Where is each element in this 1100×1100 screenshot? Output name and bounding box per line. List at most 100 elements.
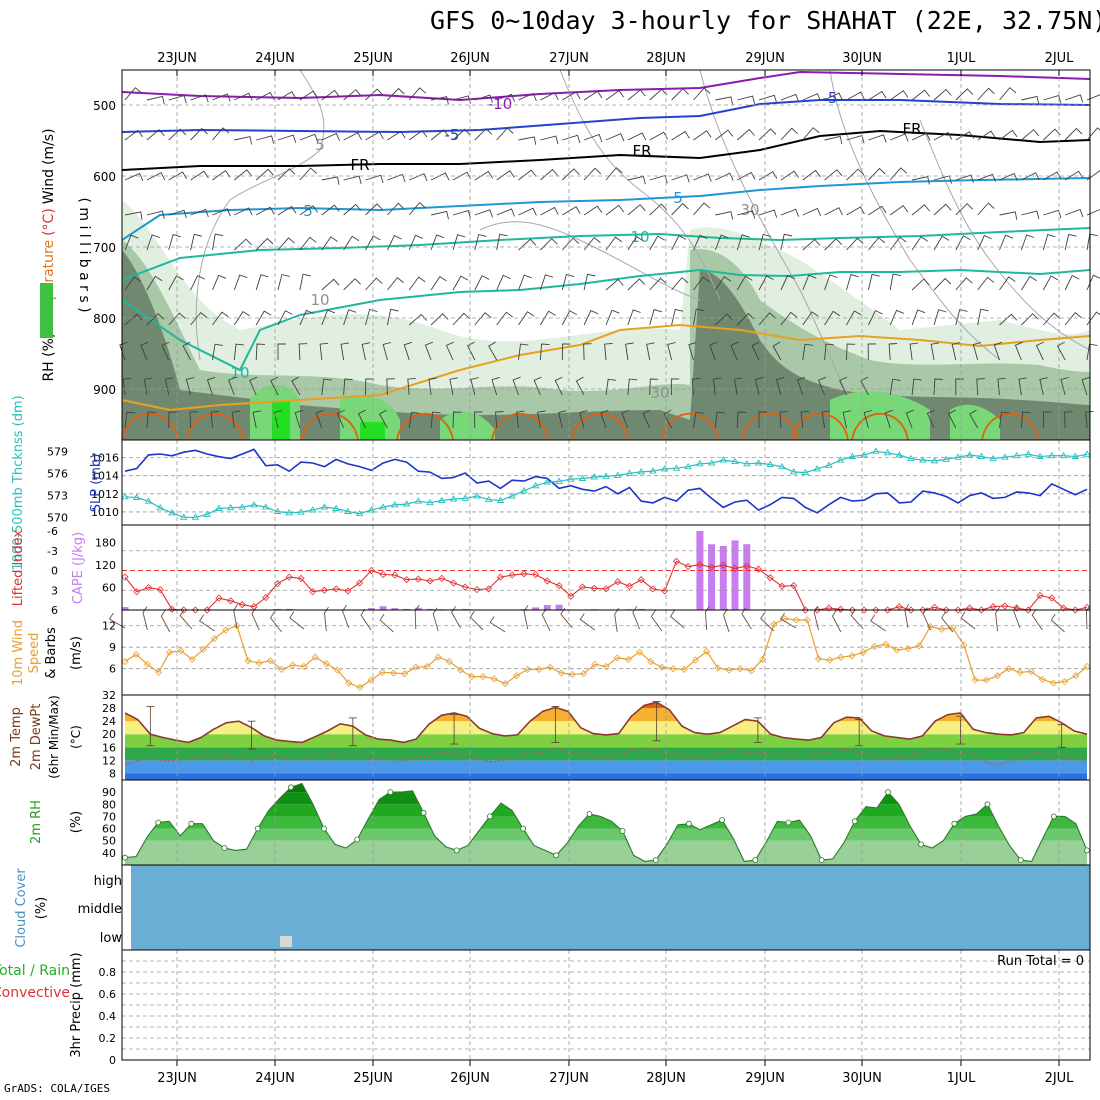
wind-speed-point [736,665,744,673]
top-date-label: 2JUL [1045,51,1075,66]
wind-barb [583,90,603,101]
slp-tick-label: 1010 [91,506,119,519]
wind-barb [867,309,883,326]
wind-barb [321,309,336,326]
thickness-point [320,503,329,510]
wind-speed-point [490,675,498,683]
grey-contour [699,69,851,401]
wind-barb [409,173,428,182]
rh2m-point [885,789,891,795]
temperature-contour [121,129,1091,171]
wind10m-barb [760,612,775,632]
wind-barb [1085,410,1094,429]
wind-barb [291,376,301,396]
wind-barb [561,168,580,181]
wind-barb [1021,95,1040,105]
wind-barb [868,237,886,251]
wind-speed-point [680,665,688,673]
temp-band [125,721,1087,735]
thickness-point [308,506,317,513]
thickness-point [273,507,282,514]
wind-barb [365,235,381,251]
lifted-index-point [907,606,915,614]
cape-bar [391,608,399,610]
wind-speed-point [949,624,957,632]
wind-barb [671,202,689,216]
lifted-index-point [884,606,892,614]
wind10m-barb [870,614,886,632]
wind-barb [627,204,646,216]
wind-barb [802,311,819,326]
thickness-point [684,462,692,470]
slp-tick-label: 1016 [91,452,119,465]
wind-barb [712,377,722,396]
thickness-point [203,510,211,517]
wind-speed-point [345,679,353,687]
wind-barb [273,410,283,429]
wind-barb [190,274,205,291]
lifted-index-point [403,576,411,584]
wind-barb [642,409,651,429]
surface-warm-contour [981,413,1039,441]
wind-barb [802,207,822,216]
lifted-index-point [649,585,657,593]
wind-barb [430,275,447,291]
wind-barb [474,128,493,141]
wind-barb [365,308,378,326]
wind-barb [408,129,428,141]
wind-barb [561,310,578,326]
rh2m-point [586,811,593,817]
wind-barb [452,312,471,326]
thickness-point [344,507,352,514]
wind10m-barb [941,611,954,633]
wind-barb [824,135,843,145]
wind-barb [299,273,311,291]
wind-barb [889,236,907,251]
lifted-index-point [320,586,328,594]
wind-barb [977,173,996,182]
thickness-point [144,497,153,504]
lifted-index-point [919,606,927,614]
wind-speed-point [423,662,431,671]
contour-label: 10 [630,228,649,246]
wind-barb [430,313,449,326]
slp-tick-label: 1012 [91,488,119,501]
wind-speed-point [904,645,912,653]
thickness-point [297,508,305,515]
wind-barb [605,89,624,101]
wind-speed-point [177,647,185,655]
wind-barb [714,313,733,326]
wind-barb [430,129,449,141]
wind-barb [863,410,873,429]
temp-tick-label: 12 [102,754,116,767]
lifted-index-point [180,606,188,614]
contour-label: FR [902,120,921,138]
wind-barb [1086,127,1100,141]
wind-barb [605,309,620,326]
wind-speed-point [367,676,375,684]
wind-barb [452,275,469,291]
wind-barb [821,410,831,429]
wind-barb [540,238,558,251]
credit-text: GrADS: COLA/IGES [4,1082,110,1095]
wind-barb [146,95,165,105]
wind-barb [474,233,487,251]
top-date-label: 1JUL [947,51,977,66]
wind-barb [212,127,230,141]
wind10m-barb [1050,613,1065,633]
lifted-index-point [144,584,153,592]
wind-speed-point [512,672,521,680]
wind-barb [1086,274,1100,291]
wind-barb [343,378,353,396]
wind-barb [976,378,985,396]
run-total-label: Run Total = 0 [997,954,1084,969]
temperature-contour [121,268,1091,372]
lifted-index-point [133,588,141,596]
wind-barb [168,171,187,181]
wind-barb [496,127,514,141]
lifted-index-point [227,597,235,605]
wind-barb [736,411,747,429]
wind-barb [846,91,865,101]
wind-barb [671,277,689,291]
thickness-point [613,471,622,478]
